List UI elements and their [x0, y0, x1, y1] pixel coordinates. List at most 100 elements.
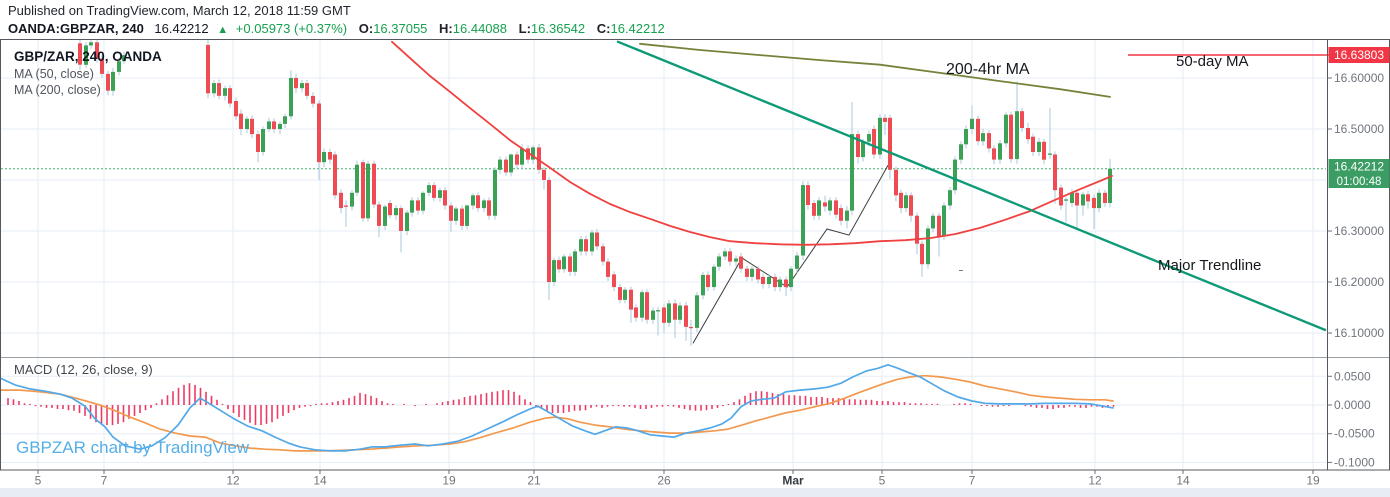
- candle-body: [673, 303, 677, 320]
- candle-body: [734, 258, 738, 262]
- high-value: 16.44088: [452, 21, 507, 36]
- candle-body: [111, 71, 115, 91]
- candle-body: [695, 295, 699, 328]
- zigzag-drawing[interactable]: [692, 164, 889, 344]
- candle-body: [959, 144, 963, 160]
- date-tick-label[interactable]: 14: [313, 474, 327, 488]
- annotation-50-day-ma[interactable]: 50-day MA: [1176, 53, 1249, 70]
- candle-body: [416, 200, 420, 211]
- candle-body: [861, 141, 865, 158]
- candle-body: [845, 210, 849, 221]
- candle-body: [206, 44, 210, 94]
- candle-body: [498, 159, 502, 170]
- plot-layers: 16.60000 16.50000 16.30000 16.20000 16.10000…: [0, 39, 1384, 488]
- macd-tick-label: 0.0000: [1334, 398, 1371, 412]
- price-tick-label: 16.30000: [1334, 224, 1384, 238]
- macd-legend[interactable]: MACD (12, 26, close, 9): [14, 362, 153, 377]
- candle-body: [1075, 192, 1079, 206]
- candle-body: [283, 116, 287, 124]
- date-tick-label[interactable]: Mar: [782, 474, 804, 488]
- date-tick-label[interactable]: 12: [1088, 474, 1102, 488]
- date-tick-label[interactable]: 26: [657, 474, 671, 488]
- candle-body: [834, 200, 838, 215]
- candle-body: [712, 266, 716, 288]
- open-value: 16.37055: [373, 21, 428, 36]
- chart-canvas[interactable]: 16.60000 16.50000 16.30000 16.20000 16.10000…: [0, 39, 1390, 488]
- date-tick-label[interactable]: 12: [226, 474, 240, 488]
- candle-body: [272, 121, 276, 130]
- candle-body: [899, 192, 903, 209]
- candle-body: [992, 148, 996, 160]
- candle-body: [1031, 136, 1035, 152]
- candle-body: [333, 154, 337, 196]
- candle-body: [557, 260, 561, 270]
- candle-body: [931, 215, 935, 229]
- candle-body: [640, 292, 644, 318]
- candle-body: [678, 305, 682, 320]
- candle-body: [867, 134, 871, 142]
- candle-body: [294, 78, 298, 89]
- date-tick-label[interactable]: 5: [879, 474, 886, 488]
- macd-tick-label: -0.0500: [1334, 427, 1375, 441]
- date-tick-label[interactable]: 5: [35, 474, 42, 488]
- legend-symbol[interactable]: GBP/ZAR, 240, OANDA: [14, 49, 162, 64]
- candle-body: [981, 133, 985, 142]
- candle-body: [1103, 192, 1107, 203]
- page-bottom-strip: [0, 488, 1390, 497]
- macd-tick-label: 0.0500: [1334, 369, 1371, 383]
- candle-body: [487, 200, 491, 216]
- candle-body: [601, 246, 605, 262]
- candle-body: [773, 276, 777, 288]
- candle-body: [590, 232, 594, 252]
- candle-body: [438, 190, 442, 198]
- annotation-major-trendline[interactable]: Major Trendline: [1158, 257, 1262, 274]
- candle-body: [850, 134, 854, 211]
- tradingview-watermark-link[interactable]: GBPZAR chart by TradingView: [16, 438, 250, 457]
- legend-ma200[interactable]: MA (200, close): [14, 83, 101, 97]
- candle-body: [784, 279, 788, 288]
- date-tick-label[interactable]: 7: [101, 474, 108, 488]
- price-tick-label: 16.50000: [1334, 122, 1384, 136]
- candle-body: [942, 205, 946, 237]
- candle-body: [801, 185, 805, 256]
- date-tick-label[interactable]: 21: [527, 474, 541, 488]
- candle-body: [106, 73, 110, 91]
- candle-body: [970, 118, 974, 129]
- high-label: H:: [439, 21, 453, 36]
- date-tick-label[interactable]: 14: [1176, 474, 1190, 488]
- countdown-badge: 01:00:48: [1328, 174, 1390, 188]
- candle-body: [651, 310, 655, 320]
- candle-body: [366, 163, 370, 219]
- date-tick-label[interactable]: 7: [969, 474, 976, 488]
- legend-ma50[interactable]: MA (50, close): [14, 66, 94, 81]
- candle-body: [388, 203, 392, 216]
- date-tick-label[interactable]: 19: [442, 474, 456, 488]
- low-label: L:: [518, 21, 531, 36]
- candle-body: [122, 55, 126, 62]
- candle-body: [78, 43, 82, 65]
- candle-body: [976, 118, 980, 142]
- candle-body: [568, 256, 572, 272]
- candle-body: [739, 256, 743, 269]
- candle-body: [344, 205, 348, 207]
- candle-body: [223, 88, 227, 96]
- candle-body: [634, 307, 638, 318]
- open-label: O:: [358, 21, 374, 36]
- candle-body: [1092, 197, 1096, 209]
- date-tick-label[interactable]: 19: [1306, 474, 1320, 488]
- candle-body: [339, 192, 343, 209]
- candle-body: [689, 326, 693, 329]
- candle-body: [234, 101, 238, 117]
- candle-body: [377, 204, 381, 226]
- candle-body: [476, 195, 480, 209]
- major-trendline[interactable]: [616, 40, 1327, 332]
- close-label: C:: [596, 21, 611, 36]
- candle-body: [606, 261, 610, 277]
- annotation-200-4hr-ma[interactable]: 200-4hr MA: [946, 61, 1030, 78]
- candle-body: [328, 152, 332, 160]
- candle-body: [383, 206, 387, 226]
- macd-signal-line: [0, 374, 1114, 452]
- candle-body: [894, 169, 898, 196]
- candle-body: [1037, 141, 1041, 152]
